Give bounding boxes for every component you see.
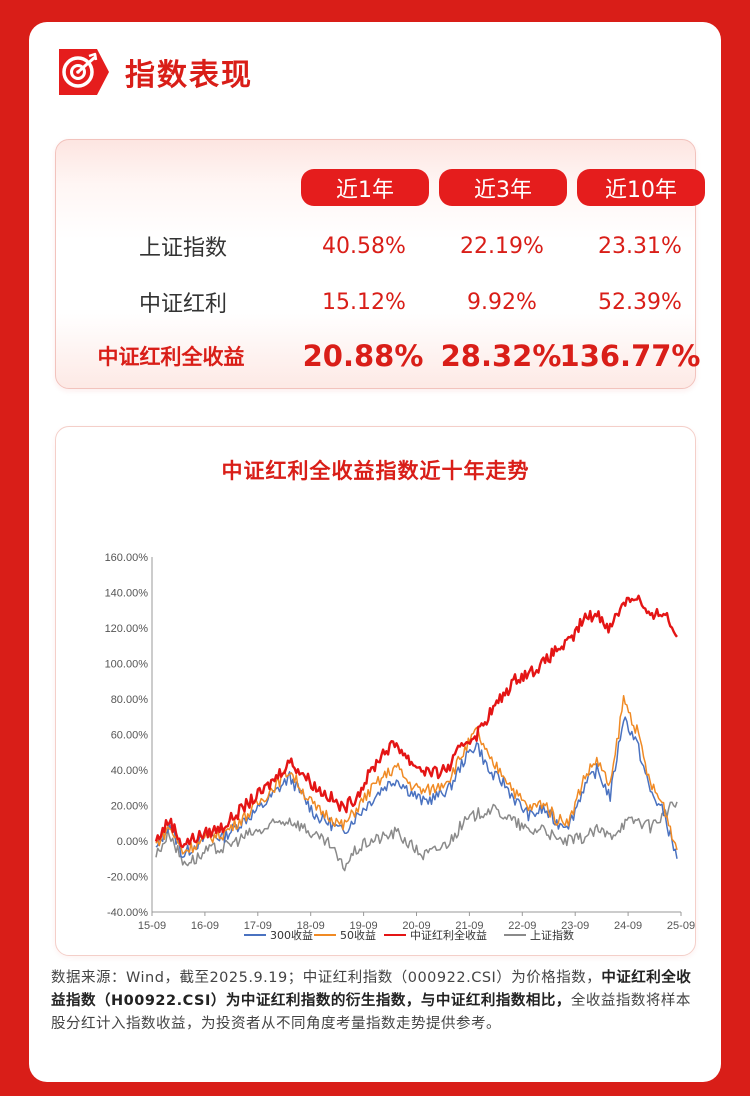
table-row: 中证红利 15.12% 9.92% 52.39% bbox=[56, 276, 695, 328]
content-card: 指数表现 近1年 近3年 近10年 上证指数 40.58% 22.19% 23.… bbox=[29, 22, 721, 1082]
row-label: 中证红利全收益 bbox=[97, 345, 245, 369]
legend-label: 上证指数 bbox=[530, 928, 574, 942]
row-value: 28.32% bbox=[440, 339, 562, 373]
chart-title: 中证红利全收益指数近十年走势 bbox=[221, 459, 530, 483]
y-tick-label: -20.00% bbox=[107, 872, 148, 884]
x-tick-label: 22-09 bbox=[508, 920, 536, 932]
legend-label: 中证红利全收益 bbox=[410, 928, 487, 942]
y-tick-label: 100.00% bbox=[105, 659, 149, 671]
table-row: 上证指数 40.58% 22.19% 23.31% bbox=[56, 220, 695, 272]
x-tick-label: 21-09 bbox=[455, 920, 483, 932]
series-line-2 bbox=[155, 694, 678, 855]
y-tick-label: 0.00% bbox=[117, 836, 148, 848]
y-tick-label: 20.00% bbox=[111, 801, 149, 813]
series-line-1 bbox=[155, 716, 678, 859]
section-header: 指数表现 bbox=[53, 44, 253, 100]
row-value: 52.39% bbox=[598, 289, 682, 315]
x-tick-label: 16-09 bbox=[191, 920, 219, 932]
y-tick-label: -40.00% bbox=[107, 907, 148, 919]
x-tick-label: 17-09 bbox=[244, 920, 272, 932]
footnote: 数据来源：Wind，截至2025.9.19；中证红利指数（000922.CSI）… bbox=[51, 967, 701, 1036]
row-label: 中证红利 bbox=[138, 292, 227, 317]
y-tick-label: 40.00% bbox=[111, 765, 149, 777]
legend-label: 300收益 bbox=[270, 928, 313, 942]
row-value: 23.31% bbox=[598, 233, 682, 259]
x-tick-label: 15-09 bbox=[138, 920, 166, 932]
row-value: 9.92% bbox=[467, 289, 537, 315]
series-line-3 bbox=[154, 594, 678, 849]
footnote-bold: 中证红利全收益指数（H00922.CSI）为中证红利指数的衍生指数，与中证红利指… bbox=[51, 970, 692, 1009]
table-row-highlight: 中证红利全收益 20.88% 28.32% 136.77% bbox=[56, 330, 701, 382]
x-tick-label: 18-09 bbox=[297, 920, 325, 932]
x-tick-label: 19-09 bbox=[350, 920, 378, 932]
x-tick-label: 24-09 bbox=[614, 920, 642, 932]
line-chart: -40.00% -20.00% 0.00% 20.00% 40.00% 60.00% 80.… bbox=[105, 552, 695, 942]
row-value: 22.19% bbox=[460, 233, 544, 259]
row-label: 上证指数 bbox=[138, 236, 227, 261]
row-value: 20.88% bbox=[302, 339, 424, 373]
period-tab-1y: 近1年 bbox=[301, 169, 429, 206]
x-tick-label: 23-09 bbox=[561, 920, 589, 932]
performance-table: 近1年 近3年 近10年 上证指数 40.58% 22.19% 23.31% 中… bbox=[55, 139, 705, 389]
footnote-text-2: 全收益指数将样本股分红计入指数收益，为投资者从不同角度考量指数走势提供参考。 bbox=[51, 993, 691, 1032]
period-tab-10y: 近10年 bbox=[577, 169, 705, 206]
y-tick-label: 60.00% bbox=[111, 730, 149, 742]
row-value: 40.58% bbox=[322, 233, 406, 259]
y-tick-label: 140.00% bbox=[105, 588, 149, 600]
y-tick-label: 120.00% bbox=[105, 623, 149, 635]
row-value: 15.12% bbox=[322, 289, 406, 315]
chart-card: 中证红利全收益指数近十年走势 -40.00% -20.00% 0.00% 20.00%… bbox=[55, 426, 696, 956]
x-tick-label: 20-09 bbox=[402, 920, 430, 932]
section-title: 指数表现 bbox=[125, 58, 253, 93]
row-value: 136.77% bbox=[559, 339, 701, 373]
period-tab-3y: 近3年 bbox=[439, 169, 567, 206]
y-tick-label: 160.00% bbox=[105, 552, 149, 564]
series-line-4 bbox=[155, 801, 678, 872]
y-tick-label: 80.00% bbox=[111, 694, 149, 706]
target-arrow-icon bbox=[53, 43, 111, 101]
legend-label: 50收益 bbox=[340, 928, 376, 942]
footnote-text: 数据来源：Wind，截至2025.9.19；中证红利指数（000922.CSI）… bbox=[51, 970, 602, 986]
x-tick-label: 25-09 bbox=[667, 920, 695, 932]
